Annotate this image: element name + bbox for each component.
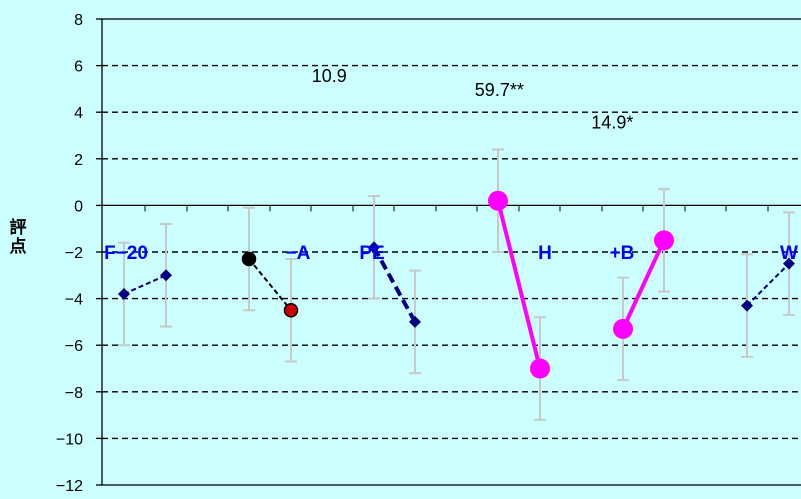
series-line [746, 262, 790, 307]
annotation-label: 14.9* [591, 113, 633, 133]
y-tick-label: −10 [56, 431, 83, 448]
y-tick-label: 4 [74, 105, 83, 122]
data-point [241, 251, 257, 267]
category-label: −A [286, 243, 311, 264]
category-label: H [538, 243, 552, 264]
y-tick-label: −12 [56, 478, 83, 495]
category-label: PE [359, 243, 384, 264]
y-tick-label: 6 [74, 59, 83, 76]
data-point [283, 303, 299, 318]
data-point [368, 241, 380, 254]
data-point [530, 358, 550, 379]
category-label: +B [610, 243, 635, 264]
annotation-label: 10.9 [312, 66, 347, 86]
y-tick-label: −8 [65, 385, 83, 402]
y-axis-label-char-2: 点 [9, 237, 27, 256]
data-point [654, 230, 674, 251]
series-line [123, 274, 167, 295]
series-line [496, 200, 542, 369]
y-tick-label: −4 [65, 292, 83, 309]
data-point [741, 299, 753, 312]
data-point [409, 315, 421, 328]
annotation-label: 59.7** [475, 80, 524, 100]
data-point [613, 318, 633, 339]
category-label: W [780, 243, 798, 264]
y-axis-label-char-1: 評 [9, 218, 27, 237]
series-line [621, 239, 666, 330]
y-tick-label: 0 [74, 198, 83, 215]
y-tick-label: −2 [65, 245, 83, 262]
y-tick-label: 8 [74, 12, 83, 29]
series-line [248, 258, 292, 311]
data-point [488, 190, 508, 211]
y-tick-label: −6 [65, 338, 83, 355]
category-label: F−20 [104, 243, 148, 264]
data-point [118, 287, 130, 300]
data-point [783, 257, 795, 270]
y-tick-label: 2 [74, 152, 83, 169]
data-point [160, 269, 172, 282]
y-axis-label: 評 点 [6, 218, 30, 256]
